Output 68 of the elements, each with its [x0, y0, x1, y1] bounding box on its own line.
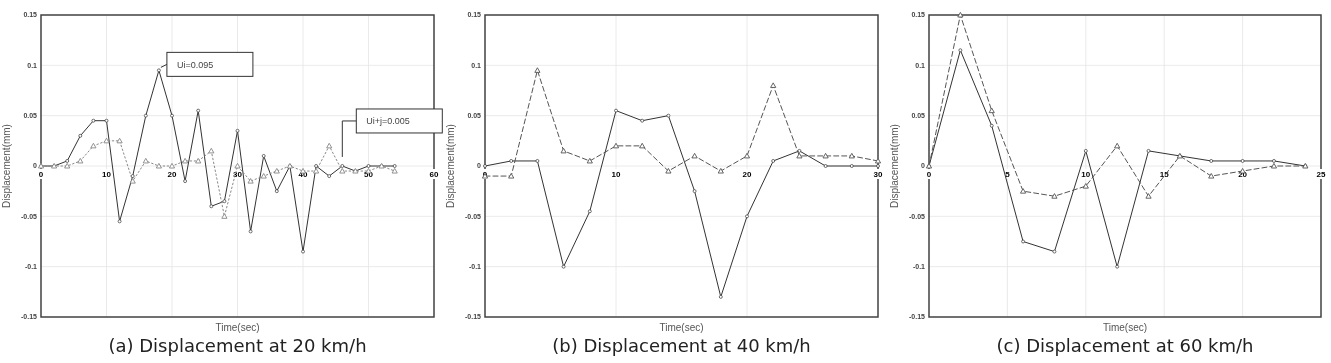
x-tick-label: 20 — [167, 170, 177, 179]
x-tick-label: 15 — [1159, 170, 1170, 179]
x-axis-title: Time(sec) — [1102, 322, 1148, 333]
x-tick-label: 60 — [429, 170, 439, 179]
x-tick-label: 0 — [926, 170, 932, 179]
annotation: Ui+j=0.005 — [366, 116, 410, 127]
point — [534, 67, 541, 73]
point — [129, 178, 136, 184]
point — [957, 11, 964, 18]
y-axis-title: Displacement(mm) — [445, 124, 456, 208]
point — [1208, 173, 1215, 179]
point — [1145, 193, 1152, 199]
point — [142, 157, 149, 164]
text: (b) Displacement at 40 km/h — [552, 335, 811, 356]
point — [260, 173, 267, 179]
point — [391, 167, 398, 174]
point — [208, 147, 215, 154]
point — [90, 142, 97, 149]
point — [247, 178, 254, 184]
point — [822, 152, 829, 159]
point — [1114, 142, 1121, 149]
point — [586, 157, 593, 164]
y-axis-title: Displacement(mm) — [889, 124, 900, 208]
x-tick-label: 30 — [873, 170, 883, 179]
point — [195, 157, 202, 164]
x-tick-label: 25 — [1316, 170, 1326, 179]
point — [665, 167, 672, 174]
point — [612, 142, 620, 149]
point — [64, 162, 71, 169]
point — [273, 167, 280, 174]
x-axis-title: Time(sec) — [215, 322, 260, 333]
x-tick-label: 5 — [1005, 170, 1011, 179]
x-tick-label: 20 — [742, 170, 752, 179]
point — [1270, 162, 1278, 169]
point — [717, 167, 724, 174]
point — [508, 173, 515, 179]
point — [155, 162, 162, 169]
point — [168, 162, 176, 169]
point — [691, 152, 698, 159]
point — [988, 107, 995, 114]
point — [103, 137, 110, 144]
point — [770, 82, 777, 88]
y-axis-title: Displacement(mm) — [1, 124, 12, 208]
point — [1020, 188, 1027, 194]
point — [77, 157, 84, 164]
point — [796, 152, 803, 159]
annotation: Ui=0.095 — [176, 59, 214, 70]
point — [116, 137, 123, 144]
x-tick-label: 0 — [38, 170, 44, 179]
x-tick-label: 10 — [611, 170, 621, 179]
point — [743, 152, 751, 159]
point — [313, 167, 320, 174]
x-tick-label: 30 — [233, 170, 243, 179]
point — [234, 162, 241, 169]
text: (c) Displacement at 60 km/h — [996, 335, 1254, 356]
point — [221, 213, 228, 219]
point — [1051, 193, 1058, 199]
point — [339, 167, 346, 174]
point — [182, 157, 189, 164]
point — [560, 147, 567, 154]
x-tick-label: 10 — [1081, 170, 1091, 179]
point — [326, 142, 333, 149]
x-tick-label: 10 — [102, 170, 112, 179]
point — [639, 142, 646, 149]
point — [848, 152, 855, 159]
point — [1082, 183, 1089, 189]
text: (a) Displacement at 20 km/h — [108, 335, 367, 356]
x-axis-title: Time(sec) — [659, 322, 704, 333]
